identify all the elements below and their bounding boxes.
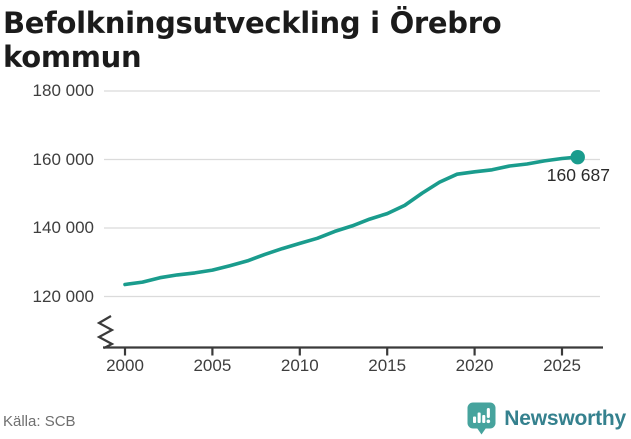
x-tick-label: 2025 xyxy=(543,356,581,375)
y-tick-label: 160 000 xyxy=(32,149,94,169)
x-tick-label: 2000 xyxy=(106,356,144,375)
y-tick-label: 180 000 xyxy=(32,81,94,100)
source-note: Källa: SCB xyxy=(3,413,76,430)
brand-name: Newsworthy xyxy=(504,406,626,430)
y-tick-label: 120 000 xyxy=(32,286,94,306)
y-tick-label: 140 000 xyxy=(32,218,94,237)
x-tick-label: 2015 xyxy=(368,356,407,375)
population-line xyxy=(123,155,580,287)
axis-break-icon xyxy=(96,315,115,349)
x-tick-label: 2005 xyxy=(193,356,232,375)
x-tick-label: 2010 xyxy=(280,356,319,375)
x-tick-label: 2020 xyxy=(455,356,494,375)
latest-point-marker xyxy=(570,149,585,165)
bar-chart-speech-bubble-icon xyxy=(467,402,496,435)
newsworthy-logo: Newsworthy xyxy=(467,402,626,435)
chart-title: Befolkningsutveckling i Örebro kommun xyxy=(3,6,502,74)
latest-value-label: 160 687 xyxy=(546,165,610,185)
